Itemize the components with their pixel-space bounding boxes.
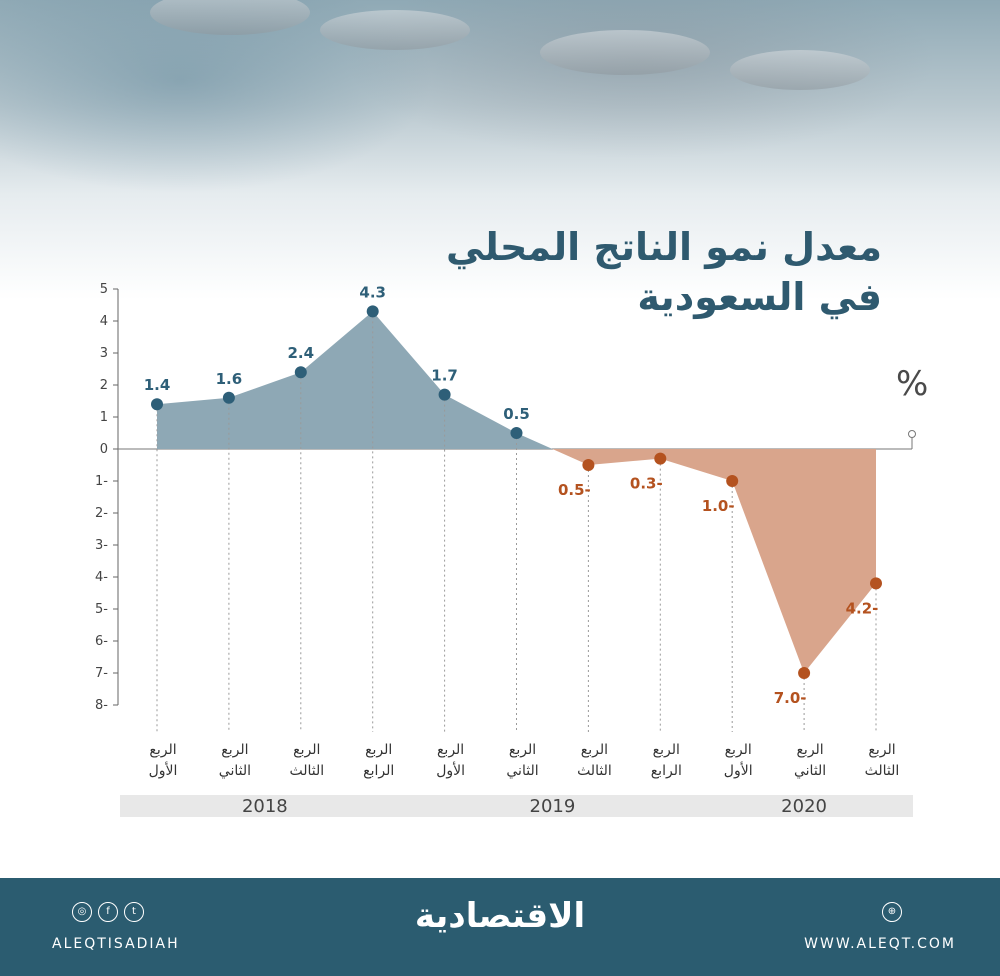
- year-band-label: 2018: [120, 795, 410, 817]
- year-band-label: 2020: [695, 795, 913, 817]
- web-icon[interactable]: ⊕: [882, 902, 902, 922]
- data-label: 2.4: [288, 344, 315, 362]
- negative-area: [552, 449, 876, 673]
- x-tick-label: الربع: [149, 742, 176, 758]
- coin-stack-decoration: [540, 30, 710, 75]
- data-point: [294, 366, 307, 379]
- x-tick-label: الرابع: [651, 763, 682, 779]
- facebook-icon[interactable]: f: [98, 902, 118, 922]
- coin-stack-decoration: [320, 10, 470, 50]
- y-tick-label: 0: [100, 442, 108, 457]
- data-label: 7.0-: [774, 689, 807, 707]
- unit-label: %: [896, 364, 929, 404]
- y-tick-label: 6-: [95, 634, 108, 649]
- x-tick-label: الربع: [581, 742, 608, 758]
- data-point: [654, 452, 667, 465]
- x-tick-label: الربع: [437, 742, 464, 758]
- y-tick-label: 4: [100, 314, 108, 329]
- x-tick-label: الربع: [725, 742, 752, 758]
- data-point: [222, 391, 235, 404]
- x-tick-label: الربع: [796, 742, 823, 758]
- footer-bar: ◎ f t ALEQTISADIAH الاقتصادية ⊕ WWW.ALEQ…: [0, 878, 1000, 976]
- x-tick-label: الربع: [653, 742, 680, 758]
- x-tick-label: الربع: [868, 742, 895, 758]
- data-label: 0.5: [503, 405, 530, 423]
- data-label: 1.4: [144, 376, 171, 394]
- twitter-icon[interactable]: t: [124, 902, 144, 922]
- website-link[interactable]: WWW.ALEQT.COM: [804, 936, 956, 952]
- y-tick-label: 4-: [95, 570, 108, 585]
- data-point: [870, 577, 882, 590]
- chart-title: معدل نمو الناتج المحلي في السعودية: [446, 222, 882, 322]
- x-tick-label: الأول: [724, 761, 753, 779]
- x-tick-label: الثالث: [577, 763, 612, 779]
- x-tick-label: الثاني: [506, 763, 538, 779]
- y-tick-label: 2: [100, 378, 108, 393]
- data-label: 0.3-: [630, 475, 663, 493]
- x-tick-label: الربع: [509, 742, 536, 758]
- x-tick-label: الأول: [436, 761, 465, 779]
- positive-area: [157, 311, 553, 449]
- x-tick-label: الرابع: [363, 763, 394, 779]
- data-label: 4.2-: [846, 599, 879, 617]
- year-band-label: 2019: [407, 795, 698, 817]
- data-label: 1.0-: [702, 497, 735, 515]
- data-label: 1.7: [431, 367, 458, 385]
- x-tick-label: الثالث: [865, 763, 900, 779]
- x-tick-label: الثاني: [219, 763, 251, 779]
- x-tick-label: الثالث: [289, 763, 324, 779]
- x-tick-label: الثاني: [794, 763, 826, 779]
- y-tick-label: 8-: [95, 698, 108, 713]
- data-label: 4.3: [359, 283, 386, 301]
- title-line-1: معدل نمو الناتج المحلي: [446, 225, 882, 269]
- data-point: [798, 667, 811, 679]
- y-tick-label: 3: [100, 346, 108, 361]
- data-point: [510, 427, 523, 439]
- baseline-end-marker: [908, 430, 916, 438]
- brand-logo: الاقتصادية: [414, 896, 586, 936]
- x-tick-label: الربع: [365, 742, 392, 758]
- data-label: 1.6: [216, 370, 243, 388]
- gdp-growth-chart: 5 4 3 2 1 0 1- 2- 3- 4- 5- 6- 7- 8- 1.4 الربع الأول 1.6 ال…: [95, 282, 916, 779]
- x-tick-label: الربع: [221, 742, 248, 758]
- y-tick-label: 1: [100, 410, 108, 425]
- data-point: [151, 398, 163, 411]
- data-point: [438, 388, 451, 401]
- coin-stack-decoration: [150, 0, 310, 35]
- social-handle[interactable]: ALEQTISADIAH: [52, 936, 180, 952]
- y-tick-label: 5-: [95, 602, 108, 617]
- y-tick-label: 7-: [95, 666, 108, 681]
- coin-stack-decoration: [730, 50, 870, 90]
- instagram-icon[interactable]: ◎: [72, 902, 92, 922]
- y-tick-label: 1-: [95, 474, 108, 489]
- social-icons: ◎ f t: [72, 902, 144, 922]
- y-tick-label: 3-: [95, 538, 108, 553]
- data-point: [582, 459, 595, 471]
- x-tick-label: الربع: [293, 742, 320, 758]
- data-point: [366, 305, 379, 318]
- header-background: [0, 0, 1000, 300]
- title-line-2: في السعودية: [637, 275, 882, 319]
- y-tick-label: 2-: [95, 506, 108, 521]
- data-point: [726, 475, 739, 487]
- data-label: 0.5-: [558, 481, 591, 499]
- y-tick-label: 5: [100, 282, 108, 297]
- x-tick-label: الأول: [149, 761, 178, 779]
